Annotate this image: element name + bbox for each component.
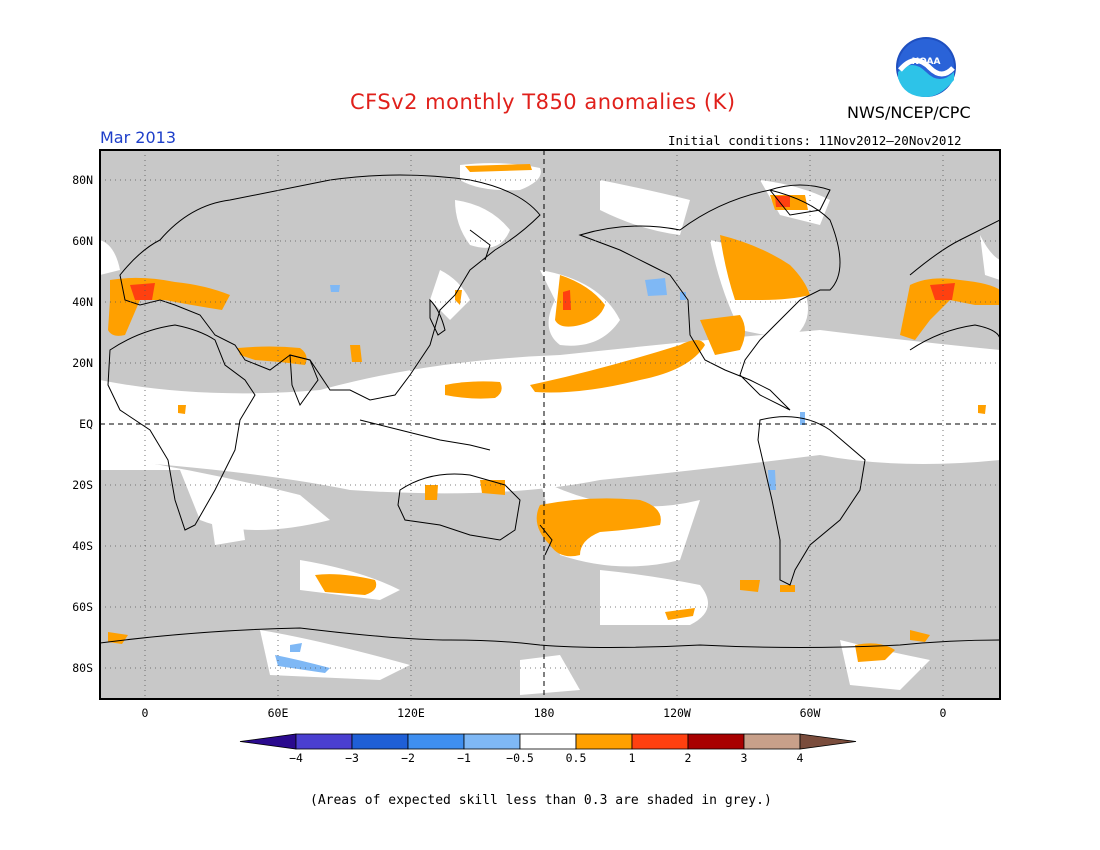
reference-lines	[100, 150, 1000, 699]
colorbar-tick-label: 2	[684, 751, 692, 765]
colorbar-tick-label: 0.5	[565, 751, 587, 765]
colorbar-tick-label: −1	[457, 751, 471, 765]
colorbar-tick-label: 4	[796, 751, 804, 765]
coastlines	[100, 174, 1000, 648]
colorbar-tick-label: 1	[628, 751, 636, 765]
lon-label: 120E	[397, 706, 425, 720]
strong-warm-regions	[130, 196, 955, 310]
organization-label: NWS/NCEP/CPC	[847, 103, 971, 122]
colorbar-tick-label: −2	[401, 751, 415, 765]
lon-label: 0	[141, 706, 149, 720]
valid-month-label: Mar 2013	[100, 128, 176, 147]
initial-conditions-label: Initial conditions: 11Nov2012–20Nov2012	[668, 133, 962, 148]
lon-label: 60W	[799, 706, 821, 720]
lat-label: 40N	[72, 295, 93, 309]
lat-label: 60N	[72, 234, 93, 248]
lat-label: 20S	[72, 478, 93, 492]
map-title: CFSv2 monthly T850 anomalies (K)	[350, 90, 736, 114]
colorbar-tick-label: 3	[740, 751, 748, 765]
colorbar-tick-label: −0.5	[506, 751, 534, 765]
lon-label: 60E	[267, 706, 289, 720]
graticule	[100, 150, 1000, 699]
lat-label: EQ	[79, 417, 93, 431]
lat-label: 40S	[72, 539, 93, 553]
map-frame	[99, 149, 1001, 700]
lon-label: 120W	[663, 706, 691, 720]
lat-label: 60S	[72, 600, 93, 614]
lon-label: 0	[939, 706, 947, 720]
lat-label: 20N	[72, 356, 93, 370]
lat-label: 80N	[72, 173, 93, 187]
colorbar-tick-label: −3	[345, 751, 359, 765]
lon-label: 180	[533, 706, 555, 720]
lat-label: 80S	[72, 661, 93, 675]
colorbar-tick-label: −4	[289, 751, 303, 765]
skill-footnote: (Areas of expected skill less than 0.3 a…	[310, 793, 772, 808]
